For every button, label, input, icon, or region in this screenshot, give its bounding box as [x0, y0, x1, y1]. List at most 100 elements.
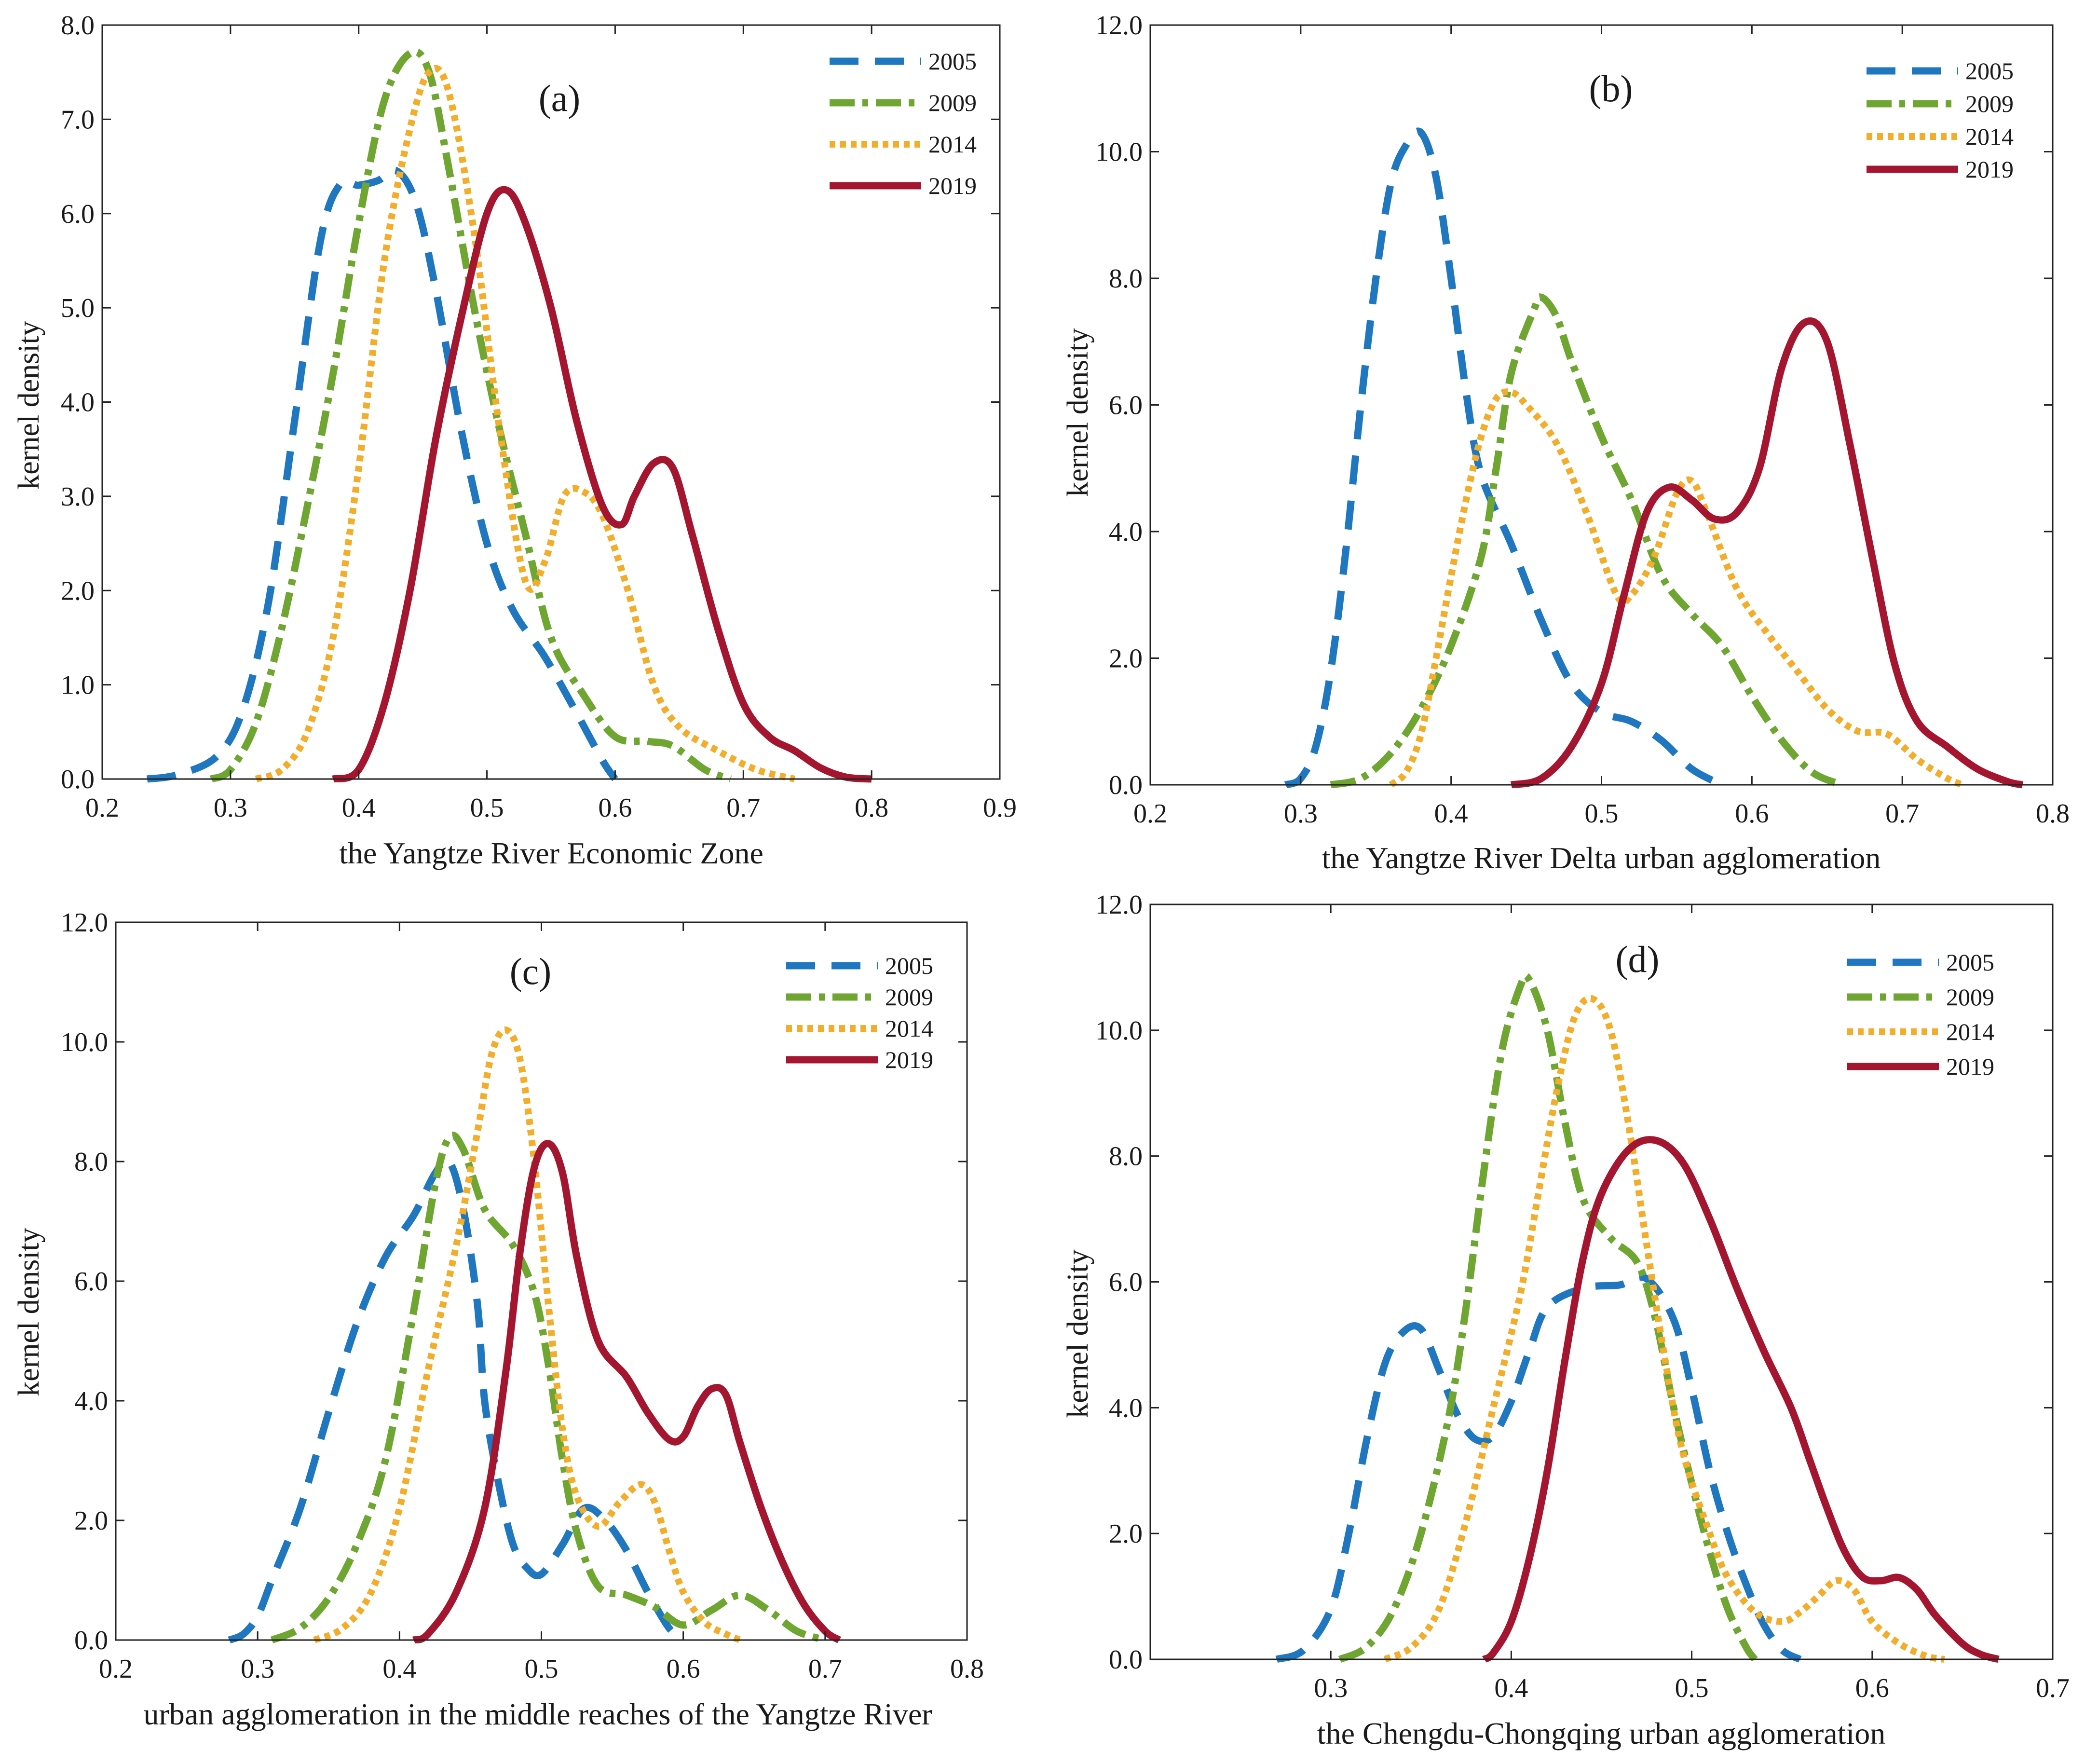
y-tick-label: 12.0	[1095, 890, 1143, 920]
legend: 2005 2009 2014 2019	[1867, 57, 2014, 183]
series-line-2014	[255, 65, 796, 782]
legend-label-2009: 2009	[1965, 90, 2014, 117]
series-line-2005	[146, 166, 618, 783]
x-tick-label: 0.6	[667, 1654, 700, 1684]
y-tick-label: 10.0	[61, 1027, 108, 1057]
series-line-2009	[1338, 972, 1758, 1663]
y-tick-label: 4.0	[61, 388, 95, 418]
x-tick-label: 0.5	[1585, 799, 1619, 829]
panel-label: (c)	[510, 950, 552, 992]
y-tick-label: 8.0	[1109, 264, 1143, 294]
y-tick-label: 4.0	[1109, 517, 1143, 547]
x-tick-label: 0.5	[470, 793, 504, 823]
y-tick-label: 8.0	[74, 1147, 108, 1177]
plot-frame	[1149, 903, 2054, 1660]
legend-label-2009: 2009	[885, 984, 933, 1011]
x-tick-label: 0.8	[950, 1654, 984, 1684]
legend-label-2019: 2019	[1946, 1053, 1994, 1080]
y-tick-label: 1.0	[61, 670, 95, 700]
y-tick-label: 0.0	[1109, 770, 1143, 800]
x-tick-label: 0.7	[808, 1654, 842, 1684]
y-axis-label: kernel density	[13, 321, 45, 490]
legend: 2005 2009 2014 2019	[830, 48, 977, 199]
y-tick-label: 12.0	[1095, 11, 1143, 41]
panel-label: (b)	[1589, 68, 1633, 109]
panel-label: (a)	[539, 77, 581, 119]
y-tick-label: 10.0	[1095, 1016, 1143, 1046]
x-tick-label: 0.6	[1855, 1673, 1889, 1703]
y-axis-label: kernel density	[1062, 1249, 1094, 1418]
x-tick-label: 0.2	[1133, 799, 1167, 829]
legend-label-2005: 2005	[928, 48, 977, 75]
panel-label: (d)	[1616, 938, 1660, 980]
series-line-2019	[412, 1140, 842, 1644]
x-tick-label: 0.8	[855, 793, 888, 823]
x-axis-label: urban agglomeration in the middle reache…	[143, 1697, 932, 1731]
x-tick-label: 0.3	[214, 793, 247, 823]
series-line-2009	[270, 1132, 827, 1644]
x-tick-label: 0.9	[983, 793, 1017, 823]
series-line-2019	[331, 186, 872, 783]
x-tick-label: 0.8	[2036, 799, 2070, 829]
legend-label-2005: 2005	[1965, 57, 2014, 84]
y-tick-label: 10.0	[1095, 137, 1143, 167]
series-line-2014	[1383, 995, 1945, 1663]
y-tick-label: 12.0	[61, 908, 108, 938]
y-tick-label: 6.0	[1109, 1268, 1143, 1298]
x-axis-label: the Yangtze River Economic Zone	[339, 836, 763, 870]
y-tick-label: 8.0	[61, 11, 95, 41]
x-tick-label: 0.5	[1675, 1673, 1709, 1703]
legend: 2005 2009 2014 2019	[786, 952, 933, 1073]
y-tick-label: 6.0	[1109, 391, 1143, 421]
legend-label-2019: 2019	[885, 1046, 933, 1073]
panel-b: kernel density the Yangtze River Delta u…	[1062, 11, 2070, 875]
series-line-2009	[209, 48, 732, 783]
series-line-2005	[228, 1156, 686, 1644]
y-tick-label: 0.0	[61, 765, 95, 794]
y-tick-label: 2.0	[74, 1506, 108, 1536]
x-tick-label: 0.4	[382, 1654, 416, 1684]
x-tick-label: 0.2	[99, 1654, 133, 1684]
y-tick-label: 0.0	[74, 1626, 108, 1655]
series-line-2014	[313, 1026, 742, 1643]
panel-a: kernel density the Yangtze River Economi…	[13, 11, 1017, 870]
x-tick-label: 0.3	[241, 1654, 274, 1684]
legend-label-2019: 2019	[928, 172, 977, 199]
y-tick-label: 6.0	[61, 199, 95, 229]
x-tick-label: 0.7	[2036, 1673, 2070, 1703]
x-tick-label: 0.4	[1494, 1673, 1528, 1703]
y-tick-label: 2.0	[1109, 644, 1143, 674]
y-tick-label: 8.0	[1109, 1142, 1143, 1172]
y-tick-label: 6.0	[74, 1267, 108, 1297]
legend: 2005 2009 2014 2019	[1847, 949, 1994, 1080]
y-axis-label: kernel density	[13, 1228, 45, 1396]
legend-label-2014: 2014	[928, 131, 977, 158]
y-tick-label: 4.0	[74, 1386, 108, 1416]
y-tick-label: 2.0	[1109, 1519, 1143, 1549]
panel-d: kernel density the Chengdu-Chongqing urb…	[1062, 890, 2070, 1750]
legend-label-2014: 2014	[885, 1015, 933, 1042]
legend-label-2009: 2009	[1946, 984, 1994, 1011]
series-line-2014	[1389, 388, 1964, 788]
legend-label-2014: 2014	[1965, 123, 2014, 150]
y-tick-label: 4.0	[1109, 1393, 1143, 1423]
legend-label-2005: 2005	[1946, 949, 1994, 976]
x-tick-label: 0.5	[525, 1654, 559, 1684]
y-axis-label: kernel density	[1062, 328, 1094, 497]
x-axis-label: the Yangtze River Delta urban agglomerat…	[1322, 841, 1881, 875]
legend-label-2005: 2005	[885, 952, 933, 979]
x-tick-label: 0.6	[1735, 799, 1769, 829]
x-tick-label: 0.7	[1885, 799, 1919, 829]
x-tick-label: 0.4	[342, 793, 376, 823]
y-tick-label: 5.0	[61, 293, 95, 323]
y-tick-label: 3.0	[61, 482, 95, 512]
legend-label-2014: 2014	[1946, 1018, 1994, 1045]
x-axis-label: the Chengdu-Chongqing urban agglomeratio…	[1317, 1716, 1885, 1750]
legend-label-2009: 2009	[928, 89, 977, 116]
legend-label-2019: 2019	[1965, 156, 2014, 183]
x-tick-label: 0.3	[1314, 1673, 1348, 1703]
series-line-2009	[1330, 293, 1844, 789]
y-tick-label: 0.0	[1109, 1645, 1143, 1675]
series-line-2005	[1275, 1273, 1802, 1663]
